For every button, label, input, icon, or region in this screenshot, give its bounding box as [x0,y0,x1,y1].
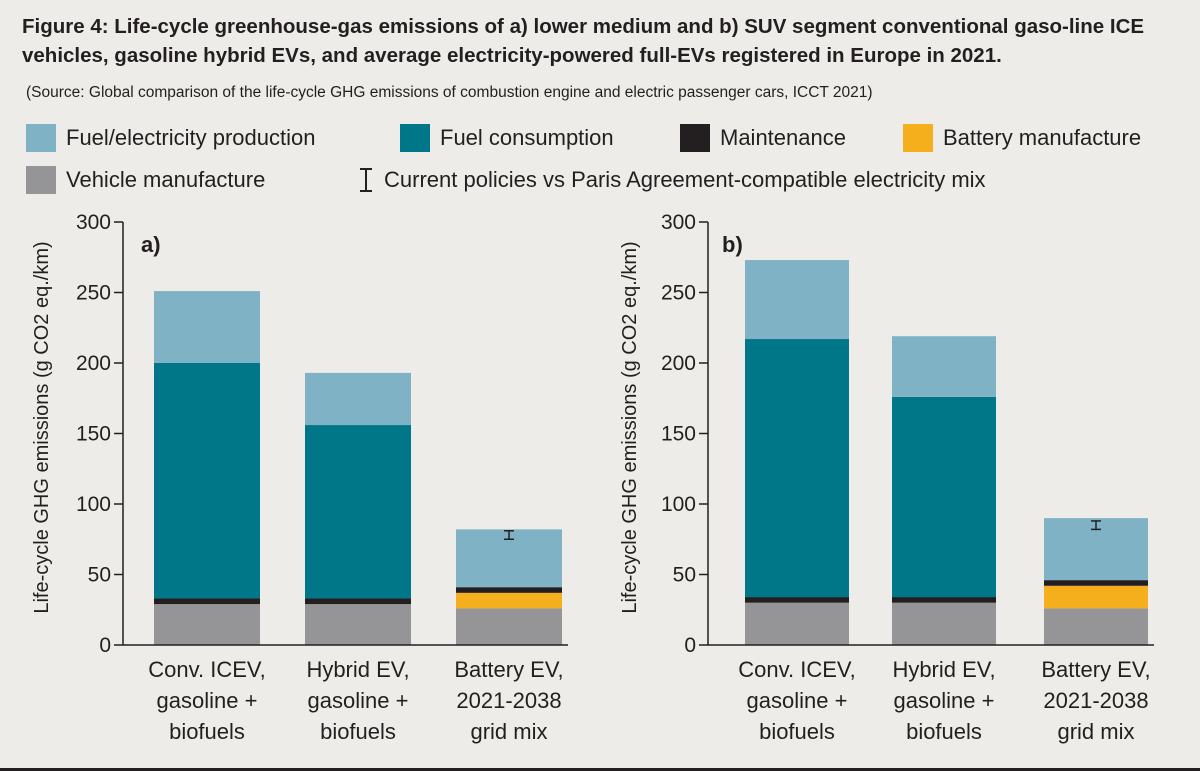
figure-source: (Source: Global comparison of the life-c… [26,84,873,101]
panel-a-y-axis-title: Life-cycle GHG emissions (g CO2 eq./km) [31,241,53,613]
panel-b-y-axis-title: Life-cycle GHG emissions (g CO2 eq./km) [619,241,641,613]
panel-a-y-tick-label: 50 [88,564,111,587]
panel-a-bar-1-fuel_production [154,291,260,363]
panel-a-category-label: biofuels [320,719,396,744]
figure-title: Figure 4: Life-cycle greenhouse-gas emis… [22,15,1145,67]
panel-a-y-tick-label: 100 [76,493,111,516]
panel-a-category-label: Hybrid EV, [306,657,409,682]
bottom-rule [0,768,1200,771]
panel-a-category-label: Conv. ICEV, [148,657,265,682]
panel-b-y-tick-label: 250 [661,282,696,305]
panel-b-category-label: Conv. ICEV, [738,657,855,682]
legend-label-maintenance: Maintenance [720,125,846,150]
panel-b-bar-2-vehicle [892,602,996,645]
panel-a-bar-3-maintenance [456,587,562,593]
panel-a-y-tick-label: 150 [76,423,111,446]
legend-swatch-fuel-production [26,124,56,152]
panel-a-bar-2-maintenance [305,598,411,605]
panel-a-category-label: gasoline + [308,688,409,713]
panel-b-category-label: grid mix [1057,719,1134,744]
panel-a-bar-2-vehicle [305,604,411,645]
panel-a-label: a) [141,232,161,257]
legend-swatch-fuel-consumption [400,124,430,152]
panel-b-y-tick-label: 200 [661,352,696,375]
panel-a-bar-3-battery [456,592,562,609]
panel-a-y-tick-label: 200 [76,352,111,375]
panel-a-bar-2-fuel_production [305,372,411,426]
legend-label-vehicle: Vehicle manufacture [66,167,266,192]
panel-b-bar-2-fuel_consumption [892,396,996,598]
legend-item-error-bar: Current policies vs Paris Agreement-comp… [356,166,986,194]
panel-b-category-label: biofuels [906,719,982,744]
panel-a-bar-1-vehicle [154,604,260,645]
legend-item-battery: Battery manufacture [903,124,1141,152]
panel-b-bar-3-maintenance [1044,580,1148,586]
panel-a-category-label: Battery EV, [454,657,563,682]
legend-item-fuel-production: Fuel/electricity production [26,124,315,152]
panel-b-bar-3-battery [1044,585,1148,609]
panel-a-category-label: gasoline + [157,688,258,713]
panel-b-category-label: 2021-2038 [1043,688,1148,713]
panel-a-y-tick-label: 250 [76,282,111,305]
panel-b-bar-3-vehicle [1044,608,1148,645]
panel-b-y-tick-label: 300 [661,211,696,234]
legend-label-error-bar: Current policies vs Paris Agreement-comp… [384,167,986,192]
legend-label-battery: Battery manufacture [943,125,1142,150]
panel-b-category-label: Hybrid EV, [892,657,995,682]
panel-b-y-tick-label: 100 [661,493,696,516]
panel-b-label: b) [722,232,743,257]
panel-b-y-tick-label: 50 [673,564,696,587]
panel-b-category-label: biofuels [759,719,835,744]
legend-label-fuel-production: Fuel/electricity production [66,125,316,150]
panel-b-category-label: gasoline + [747,688,848,713]
panel-b-bar-2-maintenance [892,597,996,603]
panel-a-category-label: 2021-2038 [456,688,561,713]
error-bar-icon [360,168,372,192]
legend-item-vehicle: Vehicle manufacture [26,166,265,194]
panel-b-bar-1-maintenance [745,597,849,603]
panel-b-category-label: gasoline + [894,688,995,713]
panel-b-bar-1-fuel_production [745,260,849,340]
legend-label-fuel-consumption: Fuel consumption [440,125,614,150]
legend-swatch-battery [903,124,933,152]
panel-b-y-tick-label: 0 [684,634,696,657]
legend-item-fuel-consumption: Fuel consumption [400,124,614,152]
panel-b-bar-2-fuel_production [892,336,996,397]
panel-b-bar-1-fuel_consumption [745,339,849,598]
panel-a-bar-3-vehicle [456,608,562,645]
panel-a-bar-1-fuel_consumption [154,363,260,599]
panel-b-category-label: Battery EV, [1041,657,1150,682]
legend-swatch-maintenance [680,124,710,152]
panel-a-category-label: biofuels [169,719,245,744]
panel-a-category-label: grid mix [470,719,547,744]
panel-a-bar-2-fuel_consumption [305,425,411,599]
panel-a-y-tick-label: 0 [99,634,111,657]
panel-b-bar-1-vehicle [745,602,849,645]
panel-b-y-tick-label: 150 [661,423,696,446]
panel-a-y-tick-label: 300 [76,211,111,234]
legend-item-maintenance: Maintenance [680,124,846,152]
legend-swatch-vehicle [26,166,56,194]
panel-a-bar-1-maintenance [154,598,260,605]
